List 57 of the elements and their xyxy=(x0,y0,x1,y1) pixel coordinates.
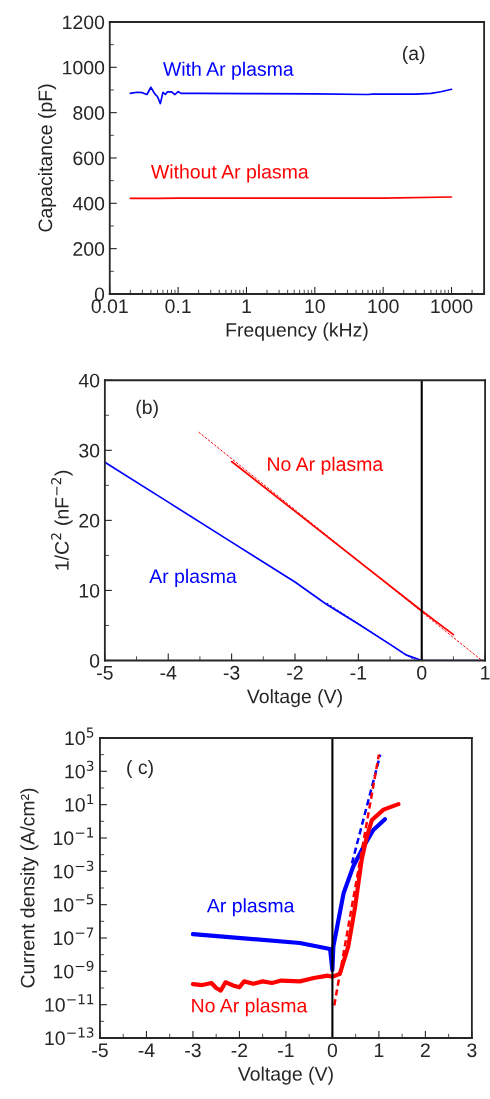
x-tick-label: 0.1 xyxy=(165,299,191,314)
y-tick-label: 400 xyxy=(72,196,105,211)
y-tick-label: 10$^{5}$ xyxy=(65,727,94,746)
y-tick-label: 10 xyxy=(79,583,100,598)
x-tick-label: 0 xyxy=(417,665,427,680)
x-tick-label: 0 xyxy=(327,1043,338,1058)
x-tick-label: -3 xyxy=(223,665,240,680)
y-tick-label: 10$^{−11}$ xyxy=(45,994,94,1012)
x-tick-label: 100 xyxy=(368,299,399,314)
y-tick-label: 1200 xyxy=(63,15,105,30)
series-label: Ar plasma xyxy=(149,568,237,587)
y-tick-label: 800 xyxy=(73,106,105,120)
series-label: Without Ar plasma xyxy=(151,164,309,183)
y-tick-label: 10$^{1}$ xyxy=(65,794,94,812)
x-axis-title: Frequency (kHz) xyxy=(226,322,368,341)
y-tick-label: 200 xyxy=(73,242,105,256)
x-tick-label: -3 xyxy=(185,1043,201,1058)
y-tick-label: 40 xyxy=(78,373,100,388)
y-tick-label: 10$^{−7}$ xyxy=(54,927,94,946)
series-label: No Ar plasma xyxy=(268,456,384,475)
x-tick-label: -1 xyxy=(278,1043,294,1057)
y-axis-title: Current density (A/cm²) xyxy=(20,788,39,988)
y-tick-label: 10$^{−1}$ xyxy=(54,827,94,846)
x-tick-label: -2 xyxy=(287,665,303,680)
x-tick-label: 10 xyxy=(305,299,325,314)
annotation: ( c) xyxy=(127,759,153,779)
series-label: No Ar plasma xyxy=(192,998,308,1017)
y-axis-title: Capacitance (pF) xyxy=(37,84,57,232)
x-axis-title: Voltage (V) xyxy=(237,1066,333,1085)
x-tick-label: 1 xyxy=(481,666,490,680)
x-tick-label: 2 xyxy=(420,1043,430,1057)
y-axis-title: 1/C$^{2}$ (nF$^{−2}$) xyxy=(51,470,73,570)
y-tick-label: 10$^{−13}$ xyxy=(45,1027,94,1046)
x-tick-label: -1 xyxy=(350,666,367,680)
y-tick-label: 600 xyxy=(73,151,105,166)
y-tick-label: 10$^{3}$ xyxy=(65,760,94,779)
series-label: With Ar plasma xyxy=(163,61,294,80)
x-tick-label: -4 xyxy=(160,666,177,680)
y-tick-label: 10$^{−9}$ xyxy=(54,960,94,979)
y-tick-label: 0 xyxy=(89,653,100,668)
x-tick-label: 1 xyxy=(242,299,251,313)
y-tick-label: 20 xyxy=(79,513,100,528)
x-tick-label: -5 xyxy=(97,666,113,680)
y-tick-label: 1000 xyxy=(63,60,105,75)
x-axis-title: Voltage (V) xyxy=(246,689,342,708)
x-tick-label: 1000 xyxy=(431,299,473,314)
x-tick-label: 3 xyxy=(467,1043,477,1058)
y-tick-label: 10$^{−3}$ xyxy=(54,860,94,879)
x-tick-label: -4 xyxy=(138,1043,155,1057)
series-label: Ar plasma xyxy=(206,898,295,917)
annotation: (a) xyxy=(402,45,425,65)
x-tick-label: 1 xyxy=(374,1043,384,1057)
x-tick-label: -2 xyxy=(231,1043,248,1057)
y-tick-label: 10$^{−5}$ xyxy=(54,894,94,912)
annotation: (b) xyxy=(136,399,158,418)
y-tick-label: 30 xyxy=(79,443,100,458)
x-tick-label: -5 xyxy=(92,1043,108,1058)
